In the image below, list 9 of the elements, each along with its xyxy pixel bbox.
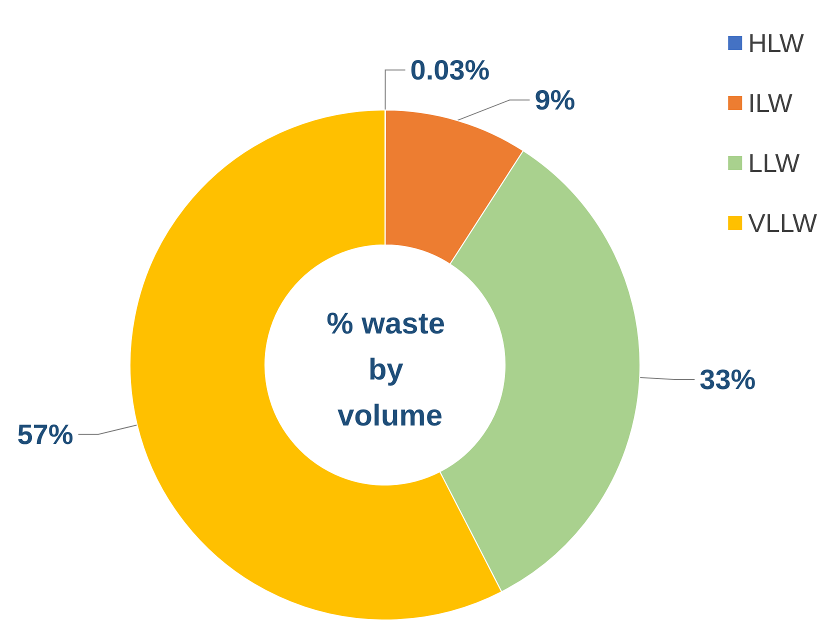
legend-label: ILW: [748, 88, 793, 118]
legend-label: LLW: [748, 148, 800, 178]
legend-label: VLLW: [748, 208, 818, 238]
data-label: 57%: [17, 418, 74, 450]
text: % waste by volume: [326, 308, 454, 432]
legend-label: HLW: [748, 28, 804, 58]
data-label: 33%: [700, 364, 756, 395]
data-label: 9%: [534, 84, 576, 116]
data-label: 0.03%: [410, 54, 490, 86]
